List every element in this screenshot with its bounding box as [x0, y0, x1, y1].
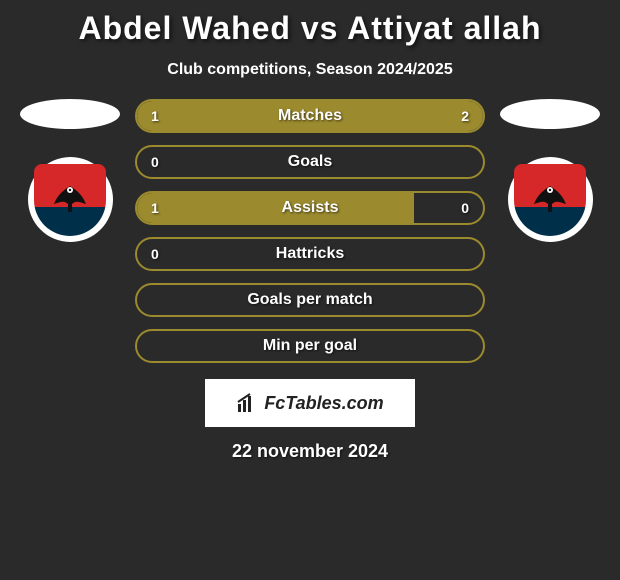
stat-row: 1 2 Matches — [135, 99, 485, 133]
stat-label: Min per goal — [263, 337, 357, 355]
stat-value-left: 0 — [151, 154, 159, 170]
stat-row: 0 Hattricks — [135, 237, 485, 271]
stats-column: 1 2 Matches 0 Goals 1 0 Assists 0 Hattricks Goals … — [135, 99, 485, 363]
stat-label: Matches — [278, 107, 342, 125]
stat-value-left: 1 — [151, 108, 159, 124]
flag-left — [20, 99, 120, 129]
team-logo-left — [28, 157, 113, 242]
stat-label: Hattricks — [276, 245, 344, 263]
stat-row: Goals per match — [135, 283, 485, 317]
stat-fill-left — [137, 193, 414, 223]
branding-label: FcTables.com — [264, 393, 383, 414]
comparison-card: Abdel Wahed vs Attiyat allah Club compet… — [0, 0, 620, 462]
player-right — [495, 99, 605, 242]
content-row: 1 2 Matches 0 Goals 1 0 Assists 0 Hattricks Goals … — [0, 99, 620, 363]
stat-value-left: 1 — [151, 200, 159, 216]
date-label: 22 november 2024 — [0, 441, 620, 462]
stat-row: 0 Goals — [135, 145, 485, 179]
player-left — [15, 99, 125, 242]
page-title: Abdel Wahed vs Attiyat allah — [0, 10, 620, 47]
team-logo-right — [508, 157, 593, 242]
flag-right — [500, 99, 600, 129]
stat-label: Goals per match — [247, 291, 372, 309]
stat-value-right: 0 — [461, 200, 469, 216]
stat-value-right: 2 — [461, 108, 469, 124]
stat-row: Min per goal — [135, 329, 485, 363]
stat-value-left: 0 — [151, 246, 159, 262]
branding-badge: FcTables.com — [205, 379, 415, 427]
team-logo-inner-left — [34, 164, 106, 236]
stat-row: 1 0 Assists — [135, 191, 485, 225]
eagle-icon — [530, 180, 570, 220]
stat-label: Goals — [288, 153, 332, 171]
chart-icon — [236, 392, 258, 414]
stat-label: Assists — [282, 199, 339, 217]
subtitle: Club competitions, Season 2024/2025 — [0, 61, 620, 79]
team-logo-inner-right — [514, 164, 586, 236]
eagle-icon — [50, 180, 90, 220]
